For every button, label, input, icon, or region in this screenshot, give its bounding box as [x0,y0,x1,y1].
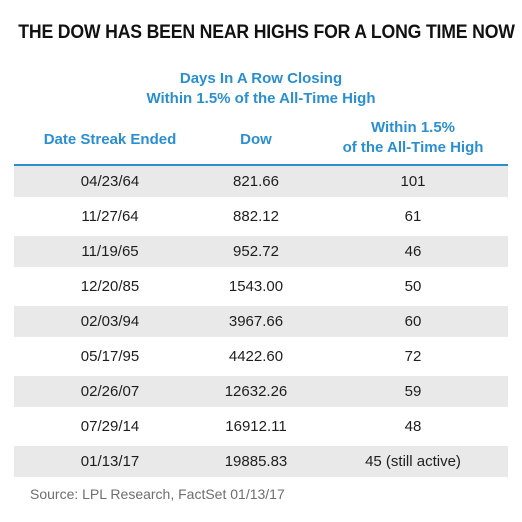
cell-days: 48 [318,411,508,442]
table-row: 02/26/07 12632.26 59 [14,376,508,407]
table-row: 12/20/85 1543.00 50 [14,271,508,302]
cell-dow: 4422.60 [196,341,316,372]
cell-days: 72 [318,341,508,372]
cell-date: 02/03/94 [20,306,200,337]
cell-dow: 882.12 [196,201,316,232]
cell-dow: 19885.83 [196,446,316,477]
header-within-ath-line-1: Within 1.5% [318,118,508,138]
table-header-row: Date Streak Ended Dow Within 1.5% of the… [0,118,522,162]
cell-date: 11/27/64 [20,201,200,232]
header-within-ath: Within 1.5% of the All-Time High [318,118,508,158]
cell-days: 46 [318,236,508,267]
cell-days: 61 [318,201,508,232]
table-subtitle: Days In A Row Closing Within 1.5% of the… [0,69,522,109]
subtitle-line-1: Days In A Row Closing [0,69,522,89]
chart-title: THE DOW HAS BEEN NEAR HIGHS FOR A LONG T… [18,22,503,44]
cell-dow: 3967.66 [196,306,316,337]
cell-dow: 16912.11 [196,411,316,442]
cell-date: 05/17/95 [20,341,200,372]
subtitle-line-2: Within 1.5% of the All-Time High [0,89,522,109]
cell-dow: 12632.26 [196,376,316,407]
header-date-streak-ended: Date Streak Ended [20,130,200,150]
cell-days: 59 [318,376,508,407]
cell-date: 02/26/07 [20,376,200,407]
table-body: 04/23/64 821.66 101 11/27/64 882.12 61 11/19/6… [14,166,508,481]
table-row: 07/29/14 16912.11 48 [14,411,508,442]
table-row: 04/23/64 821.66 101 [14,166,508,197]
cell-days: 45 (still active) [318,446,508,477]
table-row: 05/17/95 4422.60 72 [14,341,508,372]
header-within-ath-line-2: of the All-Time High [318,138,508,158]
cell-date: 01/13/17 [20,446,200,477]
cell-dow: 821.66 [196,166,316,197]
cell-dow: 952.72 [196,236,316,267]
cell-date: 04/23/64 [20,166,200,197]
cell-days: 101 [318,166,508,197]
cell-date: 11/19/65 [20,236,200,267]
cell-dow: 1543.00 [196,271,316,302]
cell-days: 50 [318,271,508,302]
cell-days: 60 [318,306,508,337]
header-dow: Dow [196,130,316,150]
table-row: 01/13/17 19885.83 45 (still active) [14,446,508,477]
table-row: 11/19/65 952.72 46 [14,236,508,267]
table-row: 11/27/64 882.12 61 [14,201,508,232]
table-row: 02/03/94 3967.66 60 [14,306,508,337]
cell-date: 12/20/85 [20,271,200,302]
cell-date: 07/29/14 [20,411,200,442]
source-note: Source: LPL Research, FactSet 01/13/17 [30,486,285,502]
